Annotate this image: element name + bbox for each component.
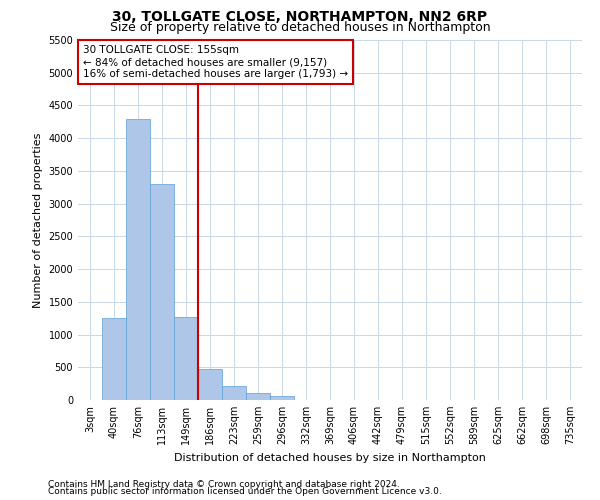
Bar xyxy=(198,368,222,400)
Bar xyxy=(174,317,198,400)
Bar xyxy=(126,118,150,400)
Bar xyxy=(102,318,126,400)
Y-axis label: Number of detached properties: Number of detached properties xyxy=(33,132,43,308)
Text: Contains public sector information licensed under the Open Government Licence v3: Contains public sector information licen… xyxy=(48,488,442,496)
Bar xyxy=(150,184,174,400)
Text: 30, TOLLGATE CLOSE, NORTHAMPTON, NN2 6RP: 30, TOLLGATE CLOSE, NORTHAMPTON, NN2 6RP xyxy=(112,10,488,24)
Text: Size of property relative to detached houses in Northampton: Size of property relative to detached ho… xyxy=(110,21,490,34)
Bar xyxy=(222,386,246,400)
Bar xyxy=(270,396,294,400)
Text: Contains HM Land Registry data © Crown copyright and database right 2024.: Contains HM Land Registry data © Crown c… xyxy=(48,480,400,489)
Bar xyxy=(246,394,270,400)
Text: 30 TOLLGATE CLOSE: 155sqm
← 84% of detached houses are smaller (9,157)
16% of se: 30 TOLLGATE CLOSE: 155sqm ← 84% of detac… xyxy=(83,46,348,78)
X-axis label: Distribution of detached houses by size in Northampton: Distribution of detached houses by size … xyxy=(174,452,486,462)
